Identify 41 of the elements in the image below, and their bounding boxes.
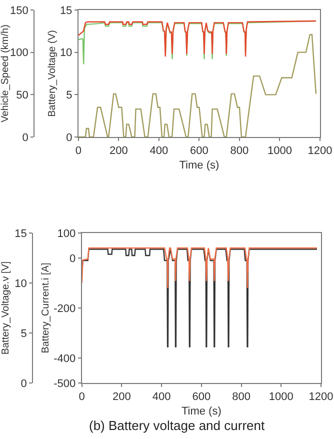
y-tick-label: 0 [66,132,72,144]
x-tick-label: 600 [192,391,211,404]
x-tick-label: 600 [190,145,208,158]
y2-axis-title: Vehicle_Speed (km/h) [0,24,11,122]
line-series [78,34,317,137]
y-tick-label: -400 [54,352,76,365]
y-tick-label: -200 [54,302,76,315]
y-tick-label: 5 [66,90,72,102]
y2-tick-label: 50 [16,90,28,102]
x-axis-title: Time (s) [179,159,220,172]
x-tick-label: 800 [230,145,249,158]
x-tick-label: 800 [232,391,250,404]
x-tick-label: 0 [78,391,85,404]
x-tick-label: 1200 [308,391,334,404]
y2-tick-label: 100 [10,47,28,60]
y-tick-label: 10 [60,47,72,60]
y-axis-title: Battery_Current.i [A] [40,262,52,354]
x-tick-label: 400 [152,391,171,404]
y-tick-label: 15 [60,4,72,17]
line-series [82,247,318,289]
line-series [78,20,317,58]
y2-axis-title: Battery_Voltage.v [V] [0,261,12,355]
y2-tick-label: 15 [14,228,27,240]
x-tick-label: 1000 [267,145,292,158]
x-tick-label: 200 [109,145,128,158]
y-tick-label: 0 [70,252,76,265]
x-tick-label: 200 [112,391,131,404]
y2-tick-label: 0 [20,378,27,390]
x-tick-label: 1200 [308,145,332,158]
y2-tick-label: 0 [22,132,28,144]
y-axis-title: Battery_Voltage (V) [46,30,58,117]
x-tick-label: 1000 [268,391,294,404]
text: (b) Battery voltage and current [89,418,265,433]
y-tick-label: 100 [57,228,76,240]
y2-tick-label: 5 [20,328,27,340]
x-tick-label: 400 [150,145,168,158]
x-axis-title: Time (s) [181,405,222,418]
y2-tick-label: 150 [10,4,28,17]
line-series [82,248,318,348]
y2-tick-label: 10 [14,278,27,290]
y-tick-label: -500 [54,378,76,390]
